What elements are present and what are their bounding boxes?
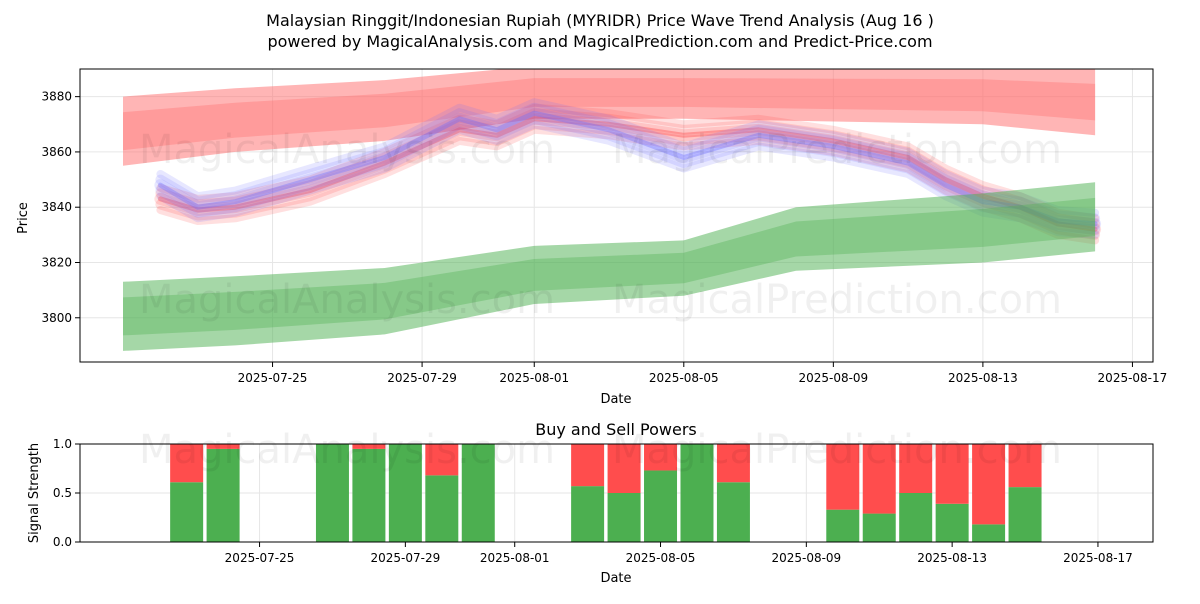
- watermark-top-left: MagicalAnalysis.com: [139, 127, 555, 173]
- watermark-mid-left: MagicalAnalysis.com: [139, 277, 555, 323]
- buy-sell-x-tick-label: 2025-08-01: [480, 551, 550, 565]
- buy-bar: [388, 444, 422, 542]
- price-x-axis-label: Date: [600, 392, 631, 407]
- sell-bar: [425, 444, 459, 476]
- red-wave-stroke: [155, 108, 1101, 229]
- buy-bar: [826, 509, 860, 542]
- price-x-tick-label: 2025-08-17: [1098, 371, 1168, 385]
- buy-sell-x-tick-label: 2025-08-05: [626, 551, 696, 565]
- buy-bar: [1008, 487, 1042, 542]
- sell-bar: [862, 444, 896, 514]
- red-upper-band-band: [123, 69, 1096, 166]
- buy-bar: [315, 444, 349, 542]
- buy-bar: [899, 493, 933, 542]
- buy-bar: [680, 444, 714, 542]
- buy-sell-y-axis-label: Signal Strength: [27, 443, 42, 543]
- price-series-layer: [123, 69, 1102, 351]
- price-y-tick-label: 3880: [41, 90, 72, 104]
- buy-sell-x-tick-label: 2025-07-25: [225, 551, 295, 565]
- buy-bar: [206, 448, 240, 542]
- watermark-top-right: MagicalPrediction.com: [612, 127, 1062, 173]
- price-x-tick-label: 2025-07-29: [387, 371, 457, 385]
- price-y-tick-label: 3860: [41, 145, 72, 159]
- sell-bar: [352, 444, 386, 449]
- buy-bar: [571, 486, 605, 542]
- buy-sell-y-tick-label: 0.0: [53, 535, 72, 549]
- sell-bar: [826, 444, 860, 510]
- buy-sell-chart: Buy and Sell Powers MagicalAnalysis.com …: [27, 420, 1154, 586]
- buy-sell-x-tick-label: 2025-07-29: [370, 551, 440, 565]
- sell-bar: [607, 444, 641, 493]
- buy-sell-x-tick-label: 2025-08-17: [1063, 551, 1133, 565]
- price-x-tick-label: 2025-08-01: [499, 371, 569, 385]
- price-plot-frame: [79, 68, 1154, 363]
- buy-bar: [425, 475, 459, 542]
- price-y-tick-label: 3820: [41, 255, 72, 269]
- price-x-ticks: 2025-07-25 2025-07-29 2025-08-01 2025-08-05…: [238, 362, 1168, 385]
- buy-bar: [862, 513, 896, 542]
- price-y-tick-label: 3840: [41, 200, 72, 214]
- buy-bar: [607, 493, 641, 542]
- sell-bar: [716, 444, 750, 483]
- figure-title: Malaysian Ringgit/Indonesian Rupiah (MYR…: [266, 11, 934, 30]
- buy-bar: [972, 524, 1006, 542]
- sell-bar: [1008, 444, 1042, 488]
- buy-sell-x-tick-label: 2025-08-13: [917, 551, 987, 565]
- buy-bar: [644, 470, 678, 542]
- buy-bar: [461, 444, 495, 542]
- sell-bar: [571, 444, 605, 487]
- watermark-mid-right: MagicalPrediction.com: [612, 277, 1062, 323]
- sell-bar: [899, 444, 933, 493]
- buy-sell-x-tick-label: 2025-08-09: [771, 551, 841, 565]
- sell-bar: [644, 444, 678, 471]
- price-x-tick-label: 2025-08-09: [798, 371, 868, 385]
- buy-sell-y-tick-label: 1.0: [53, 437, 72, 451]
- price-y-tick-label: 3800: [41, 311, 72, 325]
- sell-bar: [935, 444, 969, 504]
- blue-wave-stroke: [156, 98, 1100, 217]
- watermark-bottom-left: MagicalAnalysis.com: [139, 427, 555, 473]
- price-x-tick-label: 2025-08-05: [649, 371, 719, 385]
- price-y-ticks: 3800 3820 3840 3860 3880: [41, 90, 80, 325]
- price-y-axis-label: Price: [16, 202, 31, 234]
- red-wave-stroke: [156, 103, 1100, 223]
- buy-sell-x-axis-label: Date: [600, 571, 631, 586]
- buy-sell-y-ticks: 0.0 0.5 1.0: [53, 437, 80, 549]
- green-lower-band-band: [123, 182, 1096, 351]
- buy-sell-bars: [170, 444, 1042, 542]
- green-lower-band-inner-band: [123, 197, 1096, 336]
- buy-sell-x-ticks: 2025-07-25 2025-07-29 2025-08-01 2025-08-05…: [225, 542, 1133, 565]
- figure-subtitle: powered by MagicalAnalysis.com and Magic…: [267, 32, 932, 51]
- price-x-tick-label: 2025-07-25: [238, 371, 308, 385]
- buy-bar: [716, 482, 750, 542]
- price-wave-chart: MagicalAnalysis.com MagicalPrediction.co…: [16, 68, 1168, 407]
- watermark-bottom-right: MagicalPrediction.com: [612, 427, 1062, 473]
- buy-sell-y-tick-label: 0.5: [53, 486, 72, 500]
- buy-bar: [170, 482, 204, 542]
- red-upper-band-inner-band: [123, 78, 1096, 151]
- buy-bar: [935, 503, 969, 542]
- sell-bar: [206, 444, 240, 449]
- sell-bar: [972, 444, 1006, 525]
- buy-bar: [352, 448, 386, 542]
- buy-sell-title: Buy and Sell Powers: [535, 420, 697, 439]
- price-x-tick-label: 2025-08-13: [948, 371, 1018, 385]
- sell-bar: [170, 444, 204, 483]
